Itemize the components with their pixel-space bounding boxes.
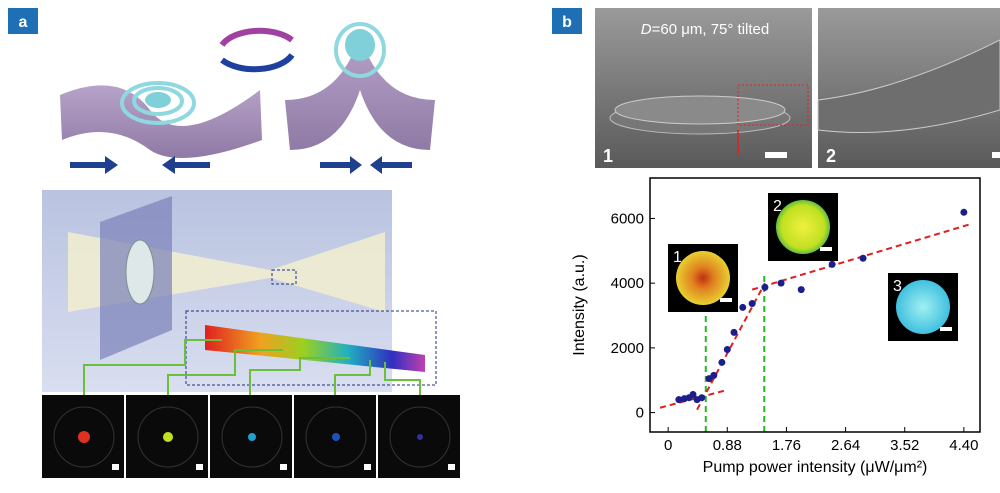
point bbox=[829, 261, 836, 268]
inset-label: 3 bbox=[893, 278, 902, 295]
disk bbox=[615, 96, 785, 124]
sem-number: 2 bbox=[826, 146, 836, 166]
x-tick-label: 3.52 bbox=[890, 437, 919, 454]
scale-bar bbox=[765, 152, 787, 158]
sem-caption: D=60 μm, 75° tilted bbox=[641, 21, 769, 38]
arrow bbox=[320, 156, 362, 174]
x-tick-label: 2.64 bbox=[831, 437, 860, 454]
inset-disk bbox=[776, 200, 830, 254]
panel-label: b bbox=[562, 14, 572, 31]
point bbox=[749, 300, 756, 307]
y-tick-label: 2000 bbox=[611, 340, 644, 357]
figure: a b D=60 μm, 75° tilted 1 2 0 2000 4000 600… bbox=[0, 0, 1000, 488]
point bbox=[960, 209, 967, 216]
scale-bar bbox=[720, 298, 732, 302]
rings bbox=[145, 92, 171, 108]
point bbox=[710, 372, 717, 379]
point bbox=[761, 284, 768, 291]
y-tick-label: 0 bbox=[636, 405, 644, 422]
x-tick-label: 0.88 bbox=[713, 437, 742, 454]
inset-label: 1 bbox=[673, 249, 682, 266]
x-tick-label: 4.40 bbox=[949, 437, 978, 454]
point bbox=[739, 304, 746, 311]
y-tick-label: 6000 bbox=[611, 210, 644, 227]
point bbox=[860, 255, 867, 262]
arrow bbox=[370, 156, 412, 174]
x-axis-title: Pump power intensity (μW/μm²) bbox=[703, 459, 928, 476]
rings bbox=[345, 29, 375, 61]
arrow bbox=[70, 156, 118, 174]
spectra-row bbox=[42, 395, 460, 478]
y-tick-label: 4000 bbox=[611, 275, 644, 292]
point bbox=[698, 394, 705, 401]
caption-var: D bbox=[641, 21, 652, 38]
x-tick-label: 1.76 bbox=[772, 437, 801, 454]
panel-label: a bbox=[19, 14, 28, 31]
point bbox=[778, 280, 785, 287]
rings bbox=[126, 240, 154, 304]
sem-number: 1 bbox=[603, 146, 613, 166]
arrow bbox=[162, 156, 210, 174]
scale-bar bbox=[992, 152, 1000, 158]
scale-bar bbox=[940, 327, 952, 331]
inset-disk bbox=[676, 251, 730, 305]
point bbox=[731, 329, 738, 336]
caption-text: =60 μm, 75° tilted bbox=[652, 21, 770, 38]
inset-label: 2 bbox=[773, 198, 782, 215]
scale-bar bbox=[820, 247, 832, 251]
x-tick-label: 0 bbox=[664, 437, 672, 454]
chart: 0 2000 4000 6000 0 0.88 1.76 2.64 3.52 4.40 Pump p… bbox=[571, 178, 980, 476]
point bbox=[724, 346, 731, 353]
cycle-arrow bbox=[222, 55, 292, 69]
point bbox=[718, 359, 725, 366]
point bbox=[798, 286, 805, 293]
inset-disk bbox=[896, 280, 950, 334]
y-axis-title: Intensity (a.u.) bbox=[571, 254, 588, 355]
cycle-arrow bbox=[222, 31, 292, 45]
